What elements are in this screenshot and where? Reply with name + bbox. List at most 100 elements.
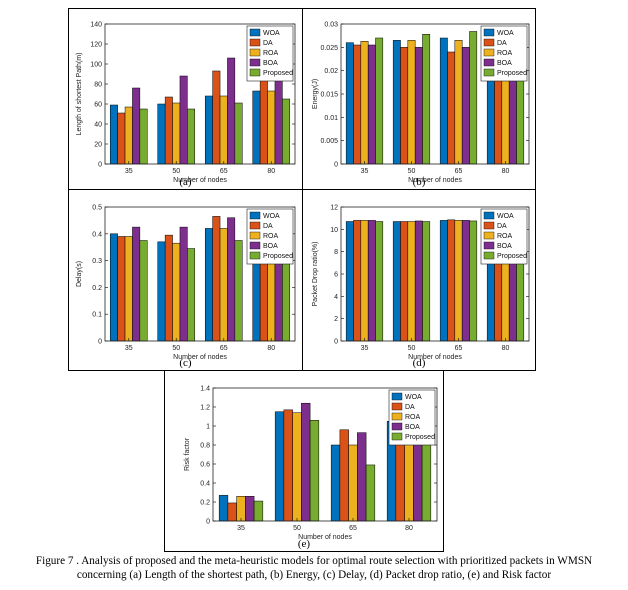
y-tick-label: 40 [94, 122, 102, 129]
legend-swatch [484, 252, 494, 259]
bar [213, 216, 220, 341]
x-tick-label: 65 [349, 525, 357, 532]
bar [187, 249, 194, 341]
x-tick-label: 35 [125, 168, 133, 175]
bar [284, 410, 293, 521]
bar [220, 96, 227, 164]
legend-swatch [484, 222, 494, 229]
panel-label-b: (b) [303, 176, 535, 188]
legend-swatch [392, 403, 402, 410]
legend-entry: ROA [263, 50, 279, 57]
y-tick-label: 0.8 [200, 443, 210, 450]
bar [254, 501, 263, 521]
bar [219, 495, 228, 521]
legend-swatch [484, 232, 494, 239]
y-tick-label: 0.4 [92, 231, 102, 238]
legend-entry: WOA [263, 30, 280, 37]
y-axis-label: Packet Drop ratio(%) [312, 242, 319, 307]
bar [361, 41, 368, 164]
legend-entry: BOA [405, 424, 420, 431]
panel-label-c: (c) [69, 357, 302, 369]
legend-swatch [392, 413, 402, 420]
bar [448, 220, 455, 341]
legend-swatch [484, 69, 494, 76]
bar [125, 236, 132, 341]
bar [366, 465, 375, 521]
bar [408, 40, 415, 164]
bar [346, 222, 353, 341]
bar [422, 434, 431, 521]
legend-entry: BOA [497, 243, 512, 250]
bar [415, 47, 422, 164]
bar [375, 38, 382, 164]
y-tick-label: 0.2 [200, 500, 210, 507]
bar [132, 227, 139, 341]
bar [422, 222, 429, 341]
chart-panel-b: 0 0.005 0.01 0.015 0.02 0.025 0.03 35 50 65 80 Numb… [302, 8, 536, 190]
legend-swatch [250, 69, 260, 76]
y-tick-label: 0.1 [92, 312, 102, 319]
y-tick-label: 60 [94, 102, 102, 109]
bar [213, 71, 220, 164]
bar [469, 31, 476, 164]
bar [158, 242, 165, 341]
bar [455, 40, 462, 164]
bar [282, 99, 289, 164]
bar [462, 220, 469, 341]
legend-entry: WOA [497, 213, 514, 220]
bar [293, 413, 302, 521]
chart-svg-b: 0 0.005 0.01 0.015 0.02 0.025 0.03 35 50 65 80 Numb… [303, 9, 537, 191]
y-tick-label: 1.2 [200, 405, 210, 412]
chart-svg-c: 00.10.20.30.40.535 50 65 80Number of nodesD… [69, 190, 304, 372]
x-tick-label: 80 [267, 345, 275, 352]
bar [125, 107, 132, 164]
bar [140, 241, 147, 342]
y-tick-label: 8 [334, 249, 338, 256]
legend-swatch [250, 212, 260, 219]
bar [349, 445, 358, 521]
bar [346, 43, 353, 164]
y-tick-label: 12 [330, 205, 338, 212]
legend-swatch [484, 49, 494, 56]
x-tick-label: 80 [405, 525, 413, 532]
bar [275, 412, 284, 521]
legend-entry: Proposed [263, 70, 293, 77]
bar [180, 227, 187, 341]
chart-svg-d: 02468101235 50 65 80Number of nodesPacket D… [303, 190, 537, 372]
bar [173, 103, 180, 164]
y-tick-label: 0.025 [320, 45, 338, 52]
y-tick-label: 0 [98, 339, 102, 346]
legend-entry: WOA [497, 30, 514, 37]
bar [268, 91, 275, 164]
bar [440, 220, 447, 341]
bar [165, 97, 172, 164]
panel-label-e: (e) [165, 538, 443, 550]
y-axis-label: Energy(J) [312, 79, 319, 109]
legend-swatch [250, 49, 260, 56]
legend-swatch [484, 242, 494, 249]
y-axis-label: Delay(s) [76, 261, 83, 287]
x-tick-label: 65 [220, 168, 228, 175]
legend-entry: WOA [263, 213, 280, 220]
y-tick-label: 140 [90, 22, 102, 29]
legend-swatch [392, 433, 402, 440]
legend-swatch [392, 423, 402, 430]
legend-entry: BOA [263, 243, 278, 250]
bar [180, 76, 187, 164]
figure-caption: Figure 7 . Analysis of proposed and the … [0, 554, 628, 582]
legend-entry: DA [263, 40, 273, 47]
y-tick-label: 0.005 [320, 138, 338, 145]
bar [393, 222, 400, 341]
chart-svg-e: 00.20.40.60.811.21.435 50 65 80Number of no… [165, 371, 445, 553]
bar [237, 496, 246, 521]
legend-entry: DA [497, 223, 507, 230]
y-tick-label: 0 [98, 162, 102, 169]
y-tick-label: 4 [334, 294, 338, 301]
x-tick-label: 50 [408, 168, 416, 175]
y-tick-label: 120 [90, 42, 102, 49]
bar [187, 109, 194, 164]
legend-entry: Proposed [405, 434, 435, 441]
y-tick-label: 0.4 [200, 481, 210, 488]
bar [415, 221, 422, 341]
panel-label-a: (a) [69, 176, 302, 188]
